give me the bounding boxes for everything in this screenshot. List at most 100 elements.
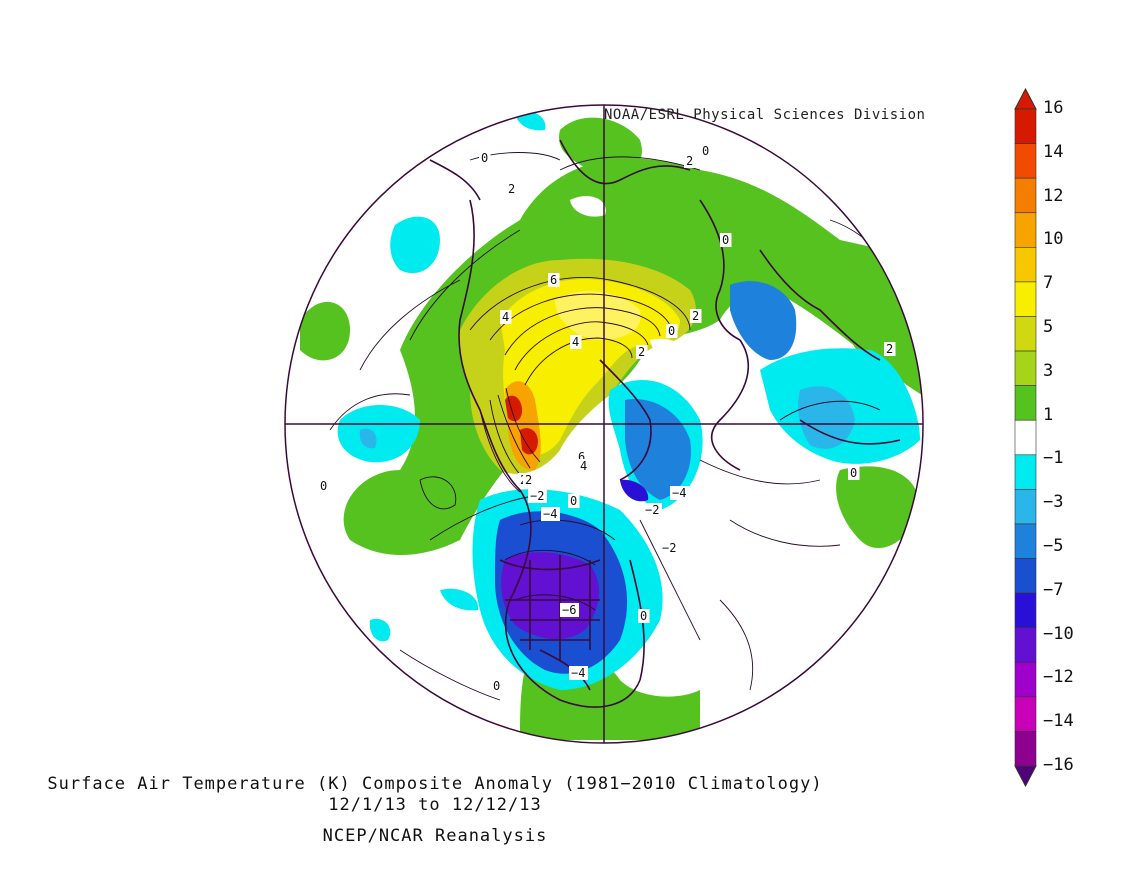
colorbar-tick-label: −14 (1043, 711, 1074, 732)
anomaly-region-red (520, 428, 538, 455)
colorbar-tick-label: 16 (1043, 98, 1064, 118)
anomaly-region-green (559, 117, 642, 174)
colorbar-swatch (1014, 177, 1037, 214)
contour-label-bg (636, 345, 648, 359)
anomaly-region-blue (798, 386, 855, 449)
colorbar-bottom-arrow (1014, 765, 1037, 788)
colorbar-swatch (1014, 281, 1037, 317)
contour-label-bg (720, 233, 732, 247)
colorbar-tick-label: −7 (1043, 579, 1064, 600)
contour-label: 0 (481, 151, 488, 165)
contour-label: 6 (550, 273, 557, 287)
contour-label: 2 (692, 309, 699, 323)
contour-label-bg (700, 144, 712, 158)
anomaly-region-green (836, 466, 920, 549)
colorbar-swatch (1014, 247, 1037, 283)
contour-label: 0 (320, 479, 327, 493)
contour-label: 0 (668, 324, 675, 338)
contour-label-bg (690, 309, 702, 323)
colorbar-tick-label: 12 (1043, 185, 1064, 206)
contour-label-bg (570, 335, 582, 349)
colorbar-swatch (1014, 731, 1037, 767)
contour-label-bg (684, 154, 696, 168)
anomaly-region-cyan (337, 405, 420, 463)
colorbar-swatch (1014, 385, 1037, 421)
contour-label: 6 (578, 450, 585, 464)
contour-label-bg (560, 603, 579, 617)
anomaly-region-purple (501, 552, 600, 640)
contour-label-bg (666, 324, 678, 338)
caption-dates: 12/1/13 to 12/12/13 (328, 795, 542, 815)
contour-label-bg (506, 182, 518, 196)
colorbar-swatch (1014, 627, 1037, 663)
contour-label: −4 (571, 666, 585, 680)
colorbar-swatch (1014, 696, 1037, 732)
contour-label: 4 (572, 335, 579, 349)
anomaly-region-neutral (650, 338, 690, 365)
contour-label-bg (523, 473, 535, 487)
contour-label: 0 (702, 144, 709, 158)
map-fill-layer (285, 105, 923, 743)
colorbar-tick-label: 5 (1043, 317, 1054, 337)
colorbar-top-arrow (1014, 87, 1037, 110)
colorbar-tick-label: −1 (1043, 448, 1064, 469)
contour-label-bg (548, 273, 560, 287)
contour-label-bg (576, 450, 588, 464)
colorbar (1014, 87, 1037, 788)
contour-label: −6 (562, 603, 576, 617)
colorbar-swatch (1014, 419, 1037, 456)
contour-label: −2 (530, 489, 544, 503)
colorbar-swatch (1014, 316, 1037, 352)
contour-label: 0 (640, 609, 647, 623)
contour-label: −4 (672, 486, 686, 500)
colorbar-tick-label: 1 (1043, 404, 1054, 425)
coastlines (429, 139, 901, 708)
colorbar-swatch (1014, 350, 1037, 386)
contour-label-bg (491, 679, 503, 693)
colorbar-tick-label: −16 (1043, 755, 1074, 775)
contour-label-bg (569, 666, 588, 680)
colorbar-swatch (1014, 454, 1037, 490)
colorbar-tick-label: −3 (1043, 492, 1064, 513)
contour-label: 2 (686, 154, 693, 168)
contour-label: 2 (638, 345, 645, 359)
caption-title: Surface Air Temperature (K) Composite An… (47, 774, 823, 794)
contour-label-bg (638, 609, 650, 623)
map-border (284, 104, 924, 744)
contour-label: 0 (493, 679, 500, 693)
contour-label-bg (500, 310, 512, 324)
anomaly-region-yellow (555, 291, 641, 340)
contour-label: 4 (580, 459, 587, 473)
colorbar-tick-label: −5 (1043, 536, 1064, 556)
colorbar-swatch (1014, 661, 1037, 698)
contour-label-bg (578, 459, 590, 473)
contour-label-bg (318, 479, 330, 493)
colorbar-swatch (1014, 212, 1037, 248)
colorbar-tick-label: −10 (1043, 623, 1074, 644)
contour-label-bg (848, 466, 860, 480)
anomaly-region-cyan (390, 216, 440, 274)
colorbar-tick-label: −12 (1043, 667, 1074, 688)
contour-label-bg (541, 507, 560, 521)
colorbar-swatch (1014, 108, 1037, 144)
contour-label-bg (670, 486, 689, 500)
contour-label: 2 (525, 473, 532, 487)
contour-label: −2 (662, 541, 676, 555)
contour-label: 2 (508, 182, 515, 196)
anomaly-region-cyan (440, 588, 479, 611)
contour-label-bg (643, 503, 662, 517)
contour-label: −2 (645, 503, 659, 517)
contour-label: 2 (886, 342, 893, 356)
contour-label: −4 (543, 507, 557, 521)
colorbar-tick-label: 10 (1043, 229, 1064, 250)
colorbar-swatch (1014, 489, 1037, 525)
credit-text: NOAA/ESRL Physical Sciences Division (604, 107, 926, 123)
anomaly-region-green (300, 301, 350, 361)
contour-label-bg (568, 494, 580, 508)
anomaly-region-blue (359, 428, 377, 449)
contour-label-bg (528, 489, 547, 503)
contour-label: 0 (850, 466, 857, 480)
anomaly-region-neutral (570, 195, 606, 217)
